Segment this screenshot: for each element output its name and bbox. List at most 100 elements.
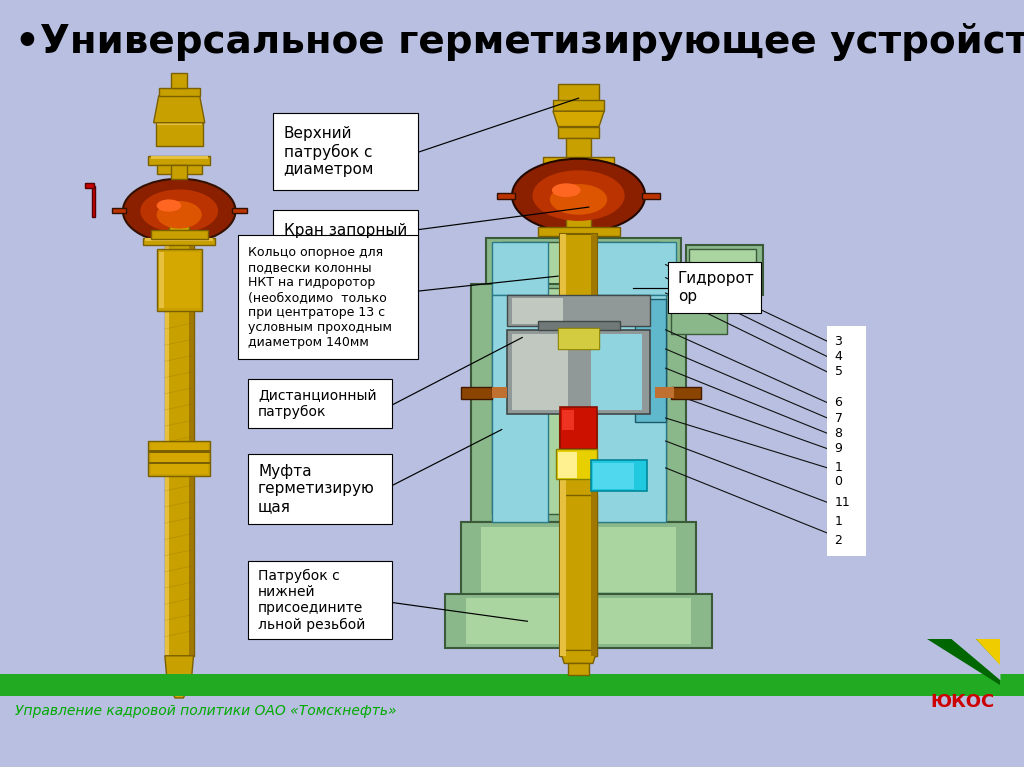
Bar — [461, 522, 696, 598]
Polygon shape — [154, 96, 205, 123]
Text: 1: 1 — [835, 515, 843, 528]
Bar — [578, 638, 580, 644]
Bar — [157, 121, 202, 125]
Bar — [466, 598, 691, 644]
Bar — [553, 100, 604, 111]
Bar — [538, 321, 620, 330]
Polygon shape — [553, 111, 604, 127]
Text: 2: 2 — [835, 535, 843, 547]
Bar — [512, 334, 568, 410]
Bar — [635, 299, 666, 422]
Ellipse shape — [552, 183, 581, 197]
Bar — [578, 581, 580, 587]
Bar — [642, 193, 660, 199]
Text: •Универсальное герметизирующее устройство УГУ-2: •Универсальное герметизирующее устройств… — [15, 23, 1024, 61]
Text: 7: 7 — [835, 412, 843, 424]
Text: 1: 1 — [835, 462, 843, 474]
Bar — [171, 73, 187, 88]
Bar — [686, 245, 763, 295]
Bar — [492, 288, 666, 514]
Bar — [578, 523, 580, 529]
Ellipse shape — [157, 201, 202, 229]
Bar — [538, 227, 620, 236]
Bar — [566, 199, 591, 233]
Text: Кольцо опорное для
подвески колонны
НКТ на гидроротор
(необходимо  только
при це: Кольцо опорное для подвески колонны НКТ … — [248, 245, 392, 349]
Bar — [92, 186, 95, 217]
Bar — [578, 627, 580, 633]
Text: Дистанционный
патрубок: Дистанционный патрубок — [258, 388, 377, 419]
Text: 4: 4 — [835, 351, 843, 363]
Bar — [507, 330, 650, 414]
Bar — [169, 214, 189, 235]
Ellipse shape — [512, 159, 645, 232]
Bar — [556, 449, 597, 479]
Bar — [112, 208, 126, 213]
Bar — [578, 489, 580, 495]
Bar — [512, 298, 563, 324]
Text: Верхний
патрубок с
диаметром: Верхний патрубок с диаметром — [284, 126, 374, 177]
Bar — [0, 674, 1024, 696]
FancyBboxPatch shape — [273, 210, 418, 252]
Text: Кран запорный: Кран запорный — [284, 223, 407, 239]
Bar — [497, 193, 515, 199]
Bar — [562, 410, 574, 430]
Bar — [558, 84, 599, 104]
Bar — [671, 387, 701, 399]
Ellipse shape — [123, 179, 236, 243]
Ellipse shape — [157, 199, 181, 212]
Bar — [502, 242, 660, 303]
Bar — [148, 441, 210, 476]
Bar — [578, 546, 580, 552]
Bar — [157, 249, 202, 311]
Bar — [151, 443, 208, 474]
Bar — [560, 234, 597, 656]
Text: Муфта
герметизирую
щая: Муфта герметизирую щая — [258, 464, 375, 514]
Text: 11: 11 — [835, 496, 850, 509]
Bar — [566, 138, 591, 161]
Bar — [471, 284, 686, 522]
Bar — [481, 527, 676, 592]
FancyBboxPatch shape — [248, 561, 392, 639]
Bar — [591, 460, 647, 491]
Bar — [560, 407, 597, 449]
Text: 3: 3 — [835, 335, 843, 347]
Text: 8: 8 — [835, 427, 843, 439]
Polygon shape — [976, 639, 1000, 665]
Bar — [148, 462, 210, 464]
Bar — [492, 242, 548, 295]
Bar — [159, 88, 200, 96]
Bar — [148, 450, 210, 453]
Text: Управление кадровой политики ОАО «Томскнефть»: Управление кадровой политики ОАО «Томскн… — [15, 704, 397, 718]
Bar — [165, 180, 194, 656]
Bar — [591, 334, 642, 410]
Bar — [189, 180, 194, 656]
Bar — [578, 592, 580, 598]
Bar — [593, 463, 634, 489]
Bar — [145, 238, 213, 241]
Bar — [589, 295, 666, 522]
Bar — [492, 295, 548, 522]
Bar — [558, 328, 599, 349]
Text: 9: 9 — [835, 443, 843, 455]
Bar — [558, 127, 599, 138]
Bar — [85, 183, 94, 188]
FancyBboxPatch shape — [668, 262, 761, 313]
Bar — [578, 500, 580, 506]
Bar — [486, 238, 681, 307]
Ellipse shape — [550, 184, 607, 215]
Bar — [507, 295, 650, 326]
Bar — [578, 512, 580, 518]
Polygon shape — [165, 656, 194, 679]
Bar — [568, 663, 589, 675]
Bar — [445, 594, 712, 648]
Bar — [558, 452, 577, 478]
Ellipse shape — [532, 170, 625, 221]
Bar — [689, 249, 756, 293]
FancyBboxPatch shape — [248, 379, 392, 428]
Bar — [578, 535, 580, 541]
FancyBboxPatch shape — [238, 235, 418, 359]
Bar — [560, 495, 597, 656]
Text: Патрубок с
нижней
присоедините
льной резьбой: Патрубок с нижней присоедините льной рез… — [258, 569, 366, 631]
Bar — [157, 165, 202, 174]
Bar — [492, 387, 507, 398]
